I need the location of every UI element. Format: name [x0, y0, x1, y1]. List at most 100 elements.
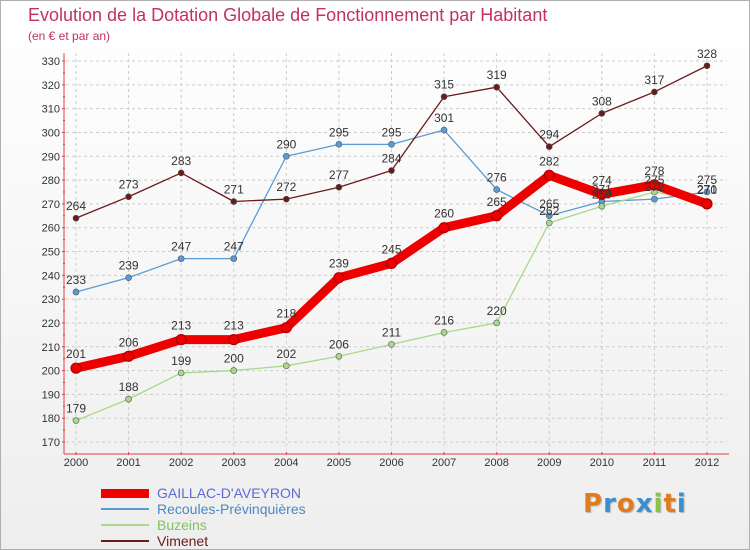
y-tick-label: 310 [42, 104, 60, 116]
series-point [651, 88, 658, 96]
data-label: 265 [487, 195, 507, 209]
series-point [651, 195, 658, 203]
data-label: 317 [644, 73, 664, 87]
data-label: 290 [276, 137, 296, 151]
series-point [701, 198, 713, 210]
y-tick-label: 220 [42, 318, 60, 330]
data-label: 294 [539, 128, 559, 142]
series-point [230, 198, 238, 205]
logo-letter: i [676, 489, 687, 519]
legend-item: Buzeins [101, 517, 306, 533]
data-label: 277 [329, 168, 349, 182]
series-point [388, 141, 395, 148]
data-label: 272 [276, 180, 296, 194]
legend-label: Buzeins [157, 517, 207, 533]
logo-letter: o [616, 489, 636, 519]
data-label: 308 [592, 94, 612, 108]
data-label: 276 [487, 171, 507, 185]
series-point [333, 272, 345, 284]
data-label: 275 [644, 173, 664, 187]
series-point [230, 367, 238, 374]
x-tick-label: 2005 [327, 457, 351, 469]
logo-letter: i [653, 489, 664, 519]
legend-swatch [101, 488, 149, 498]
series-point [283, 195, 290, 203]
data-label: 206 [119, 335, 139, 349]
logo-letter: x [635, 489, 654, 519]
data-label: 274 [592, 173, 612, 187]
series-markers [70, 62, 713, 424]
series-point [598, 110, 606, 117]
data-label: 270 [697, 183, 717, 197]
x-tick-label: 2001 [116, 457, 140, 469]
y-tick-label: 240 [42, 270, 60, 282]
y-tick-label: 170 [42, 437, 60, 449]
y-tick-label: 210 [42, 342, 60, 354]
y-tick-label: 300 [42, 127, 60, 139]
legend-swatch [101, 524, 149, 526]
series-point [703, 188, 711, 196]
data-label: 247 [171, 240, 191, 254]
series-point [648, 179, 661, 191]
series-point [335, 183, 343, 191]
legend-swatch [101, 508, 149, 510]
series-point [72, 417, 80, 424]
data-label: 269 [592, 187, 612, 201]
series-point [70, 362, 82, 374]
series-point [598, 202, 606, 210]
data-label: 271 [592, 182, 612, 196]
series-point [388, 341, 395, 348]
series-point [283, 362, 290, 370]
series-point [493, 83, 500, 91]
series-point [545, 143, 553, 151]
series-point [125, 274, 132, 281]
x-tick-label: 2007 [432, 457, 456, 469]
legend-item: Recoules-Prévinquières [101, 501, 306, 517]
y-tick-label: 330 [42, 56, 60, 68]
grid-lines [66, 53, 727, 450]
series-point [493, 186, 500, 193]
series-point [175, 334, 187, 346]
series-point [440, 329, 448, 336]
series-point [335, 352, 343, 360]
x-tick-label: 2003 [222, 457, 246, 469]
series-point [438, 222, 450, 234]
logo-letter: t [663, 489, 677, 519]
legend-swatch [101, 540, 149, 542]
logo-letter: P [583, 489, 604, 519]
data-label: 216 [434, 313, 454, 327]
data-label: 239 [329, 257, 349, 271]
chart-subtitle: (en € et par an) [28, 29, 111, 43]
data-label: 282 [539, 154, 559, 168]
data-label: 245 [381, 242, 401, 256]
data-label: 319 [487, 68, 507, 82]
y-tick-label: 250 [42, 247, 60, 259]
series-point [596, 188, 608, 200]
logo-letter: r [603, 489, 617, 519]
data-label: 283 [171, 154, 191, 168]
y-tick-label: 270 [42, 199, 60, 211]
data-label: 301 [434, 111, 454, 125]
data-label: 295 [329, 125, 349, 139]
series-point [703, 62, 711, 70]
data-label: 233 [66, 273, 86, 287]
data-label: 211 [382, 325, 401, 339]
series-point [177, 169, 185, 177]
legend-label: Recoules-Prévinquières [157, 501, 306, 517]
series-point [230, 255, 238, 262]
series-point [177, 255, 185, 262]
data-label: 218 [276, 307, 296, 321]
y-tick-label: 320 [42, 80, 60, 92]
x-tick-label: 2009 [537, 457, 561, 469]
series-point [280, 322, 292, 334]
y-tick-label: 290 [42, 151, 60, 163]
data-label: 264 [66, 199, 86, 213]
series-point [125, 193, 132, 201]
series-point [335, 141, 343, 148]
data-label: 260 [434, 207, 454, 221]
data-label: 284 [381, 152, 401, 166]
legend-item: GAILLAC-D'AVEYRON [101, 485, 306, 501]
